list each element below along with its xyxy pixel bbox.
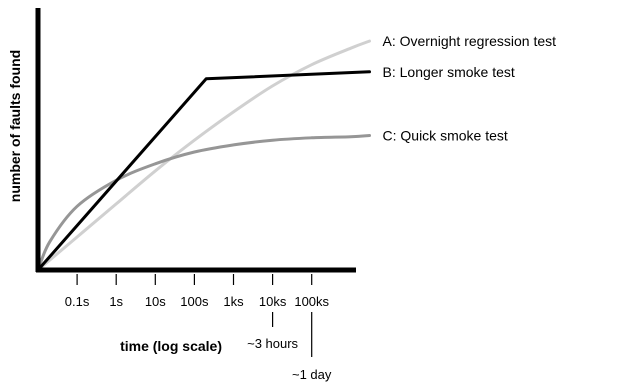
series-line-b bbox=[36, 70, 371, 272]
series-layer bbox=[36, 39, 371, 272]
series-label-c: C: Quick smoke test bbox=[383, 128, 508, 144]
x-tick-label: 1ks bbox=[223, 294, 244, 309]
y-axis-title: number of faults found bbox=[7, 50, 23, 202]
x-axis-title: time (log scale) bbox=[120, 338, 222, 354]
tick-layer: 0.1s 1s 10s 100s 1ks 10ks 100ks bbox=[65, 274, 330, 309]
x-tick-label: 1s bbox=[109, 294, 123, 309]
x-tick-label: 100s bbox=[180, 294, 209, 309]
series-label-b: B: Longer smoke test bbox=[383, 64, 515, 80]
annotation-label: ~3 hours bbox=[247, 336, 298, 351]
series-label-layer: A: Overnight regression test C: Quick smo… bbox=[383, 33, 557, 143]
x-tick-label: 10s bbox=[145, 294, 166, 309]
series-label-a: A: Overnight regression test bbox=[383, 33, 557, 49]
x-tick-label: 100ks bbox=[294, 294, 329, 309]
x-tick-label: 10ks bbox=[259, 294, 287, 309]
annotation-layer: ~3 hours ~1 day bbox=[247, 312, 332, 382]
series-line-c bbox=[36, 134, 371, 272]
x-tick-label: 0.1s bbox=[65, 294, 90, 309]
annotation-label: ~1 day bbox=[292, 367, 332, 382]
series-line-a bbox=[36, 39, 371, 272]
